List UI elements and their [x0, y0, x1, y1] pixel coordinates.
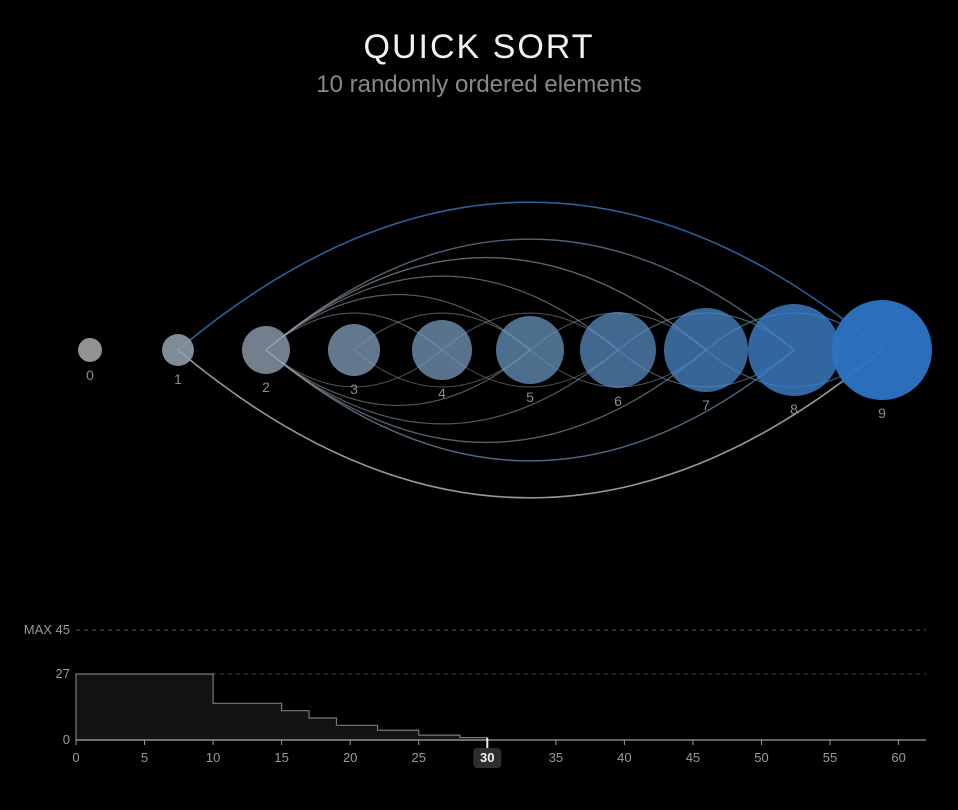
node-label: 2 [262, 379, 270, 395]
node-circle [832, 300, 932, 400]
node-circle [664, 308, 748, 392]
x-tick-label: 60 [891, 750, 905, 765]
x-tick-label: 45 [686, 750, 700, 765]
node-circle [496, 316, 564, 384]
y-tick-label: 27 [56, 666, 70, 681]
node-circle [242, 326, 290, 374]
x-tick-label: 55 [823, 750, 837, 765]
step-area [76, 674, 487, 740]
x-tick-label: 5 [141, 750, 148, 765]
x-tick-label: 35 [549, 750, 563, 765]
node-label: 8 [790, 401, 798, 417]
node-circle [162, 334, 194, 366]
title-block: QUICK SORT 10 randomly ordered elements [0, 0, 958, 99]
node-label: 7 [702, 397, 710, 413]
x-tick-label: 0 [72, 750, 79, 765]
node-label: 0 [86, 367, 94, 383]
current-x-label: 30 [480, 750, 494, 765]
nodes-group: 0 1 2 3 4 5 6 7 8 9 [78, 300, 932, 421]
x-tick-label: 40 [617, 750, 631, 765]
node-label: 1 [174, 371, 182, 387]
max-label: MAX 45 [24, 622, 70, 637]
arc-diagram: 0 1 2 3 4 5 6 7 8 9 [0, 140, 958, 580]
node-label: 9 [878, 405, 886, 421]
page-subtitle: 10 randomly ordered elements [0, 71, 958, 99]
x-tick-label: 10 [206, 750, 220, 765]
x-tick-label: 50 [754, 750, 768, 765]
x-tick-label: 15 [274, 750, 288, 765]
x-ticks: 0 5 10 15 20 25 30 35 40 45 50 55 60 [72, 738, 905, 768]
y-tick-label: 0 [63, 732, 70, 747]
node-label: 3 [350, 381, 358, 397]
step-bars [76, 674, 487, 740]
x-tick-label: 20 [343, 750, 357, 765]
node-circle [78, 338, 102, 362]
x-tick-label: 25 [412, 750, 426, 765]
page-title: QUICK SORT [0, 28, 958, 67]
node-label: 5 [526, 389, 534, 405]
node-circle [748, 304, 840, 396]
node-circle [580, 312, 656, 388]
node-label: 6 [614, 393, 622, 409]
node-label: 4 [438, 385, 446, 401]
node-circle [328, 324, 380, 376]
node-circle [412, 320, 472, 380]
step-chart: MAX 45 0 27 0 5 10 15 20 25 30 35 40 45 50 55 60 [20, 620, 938, 790]
